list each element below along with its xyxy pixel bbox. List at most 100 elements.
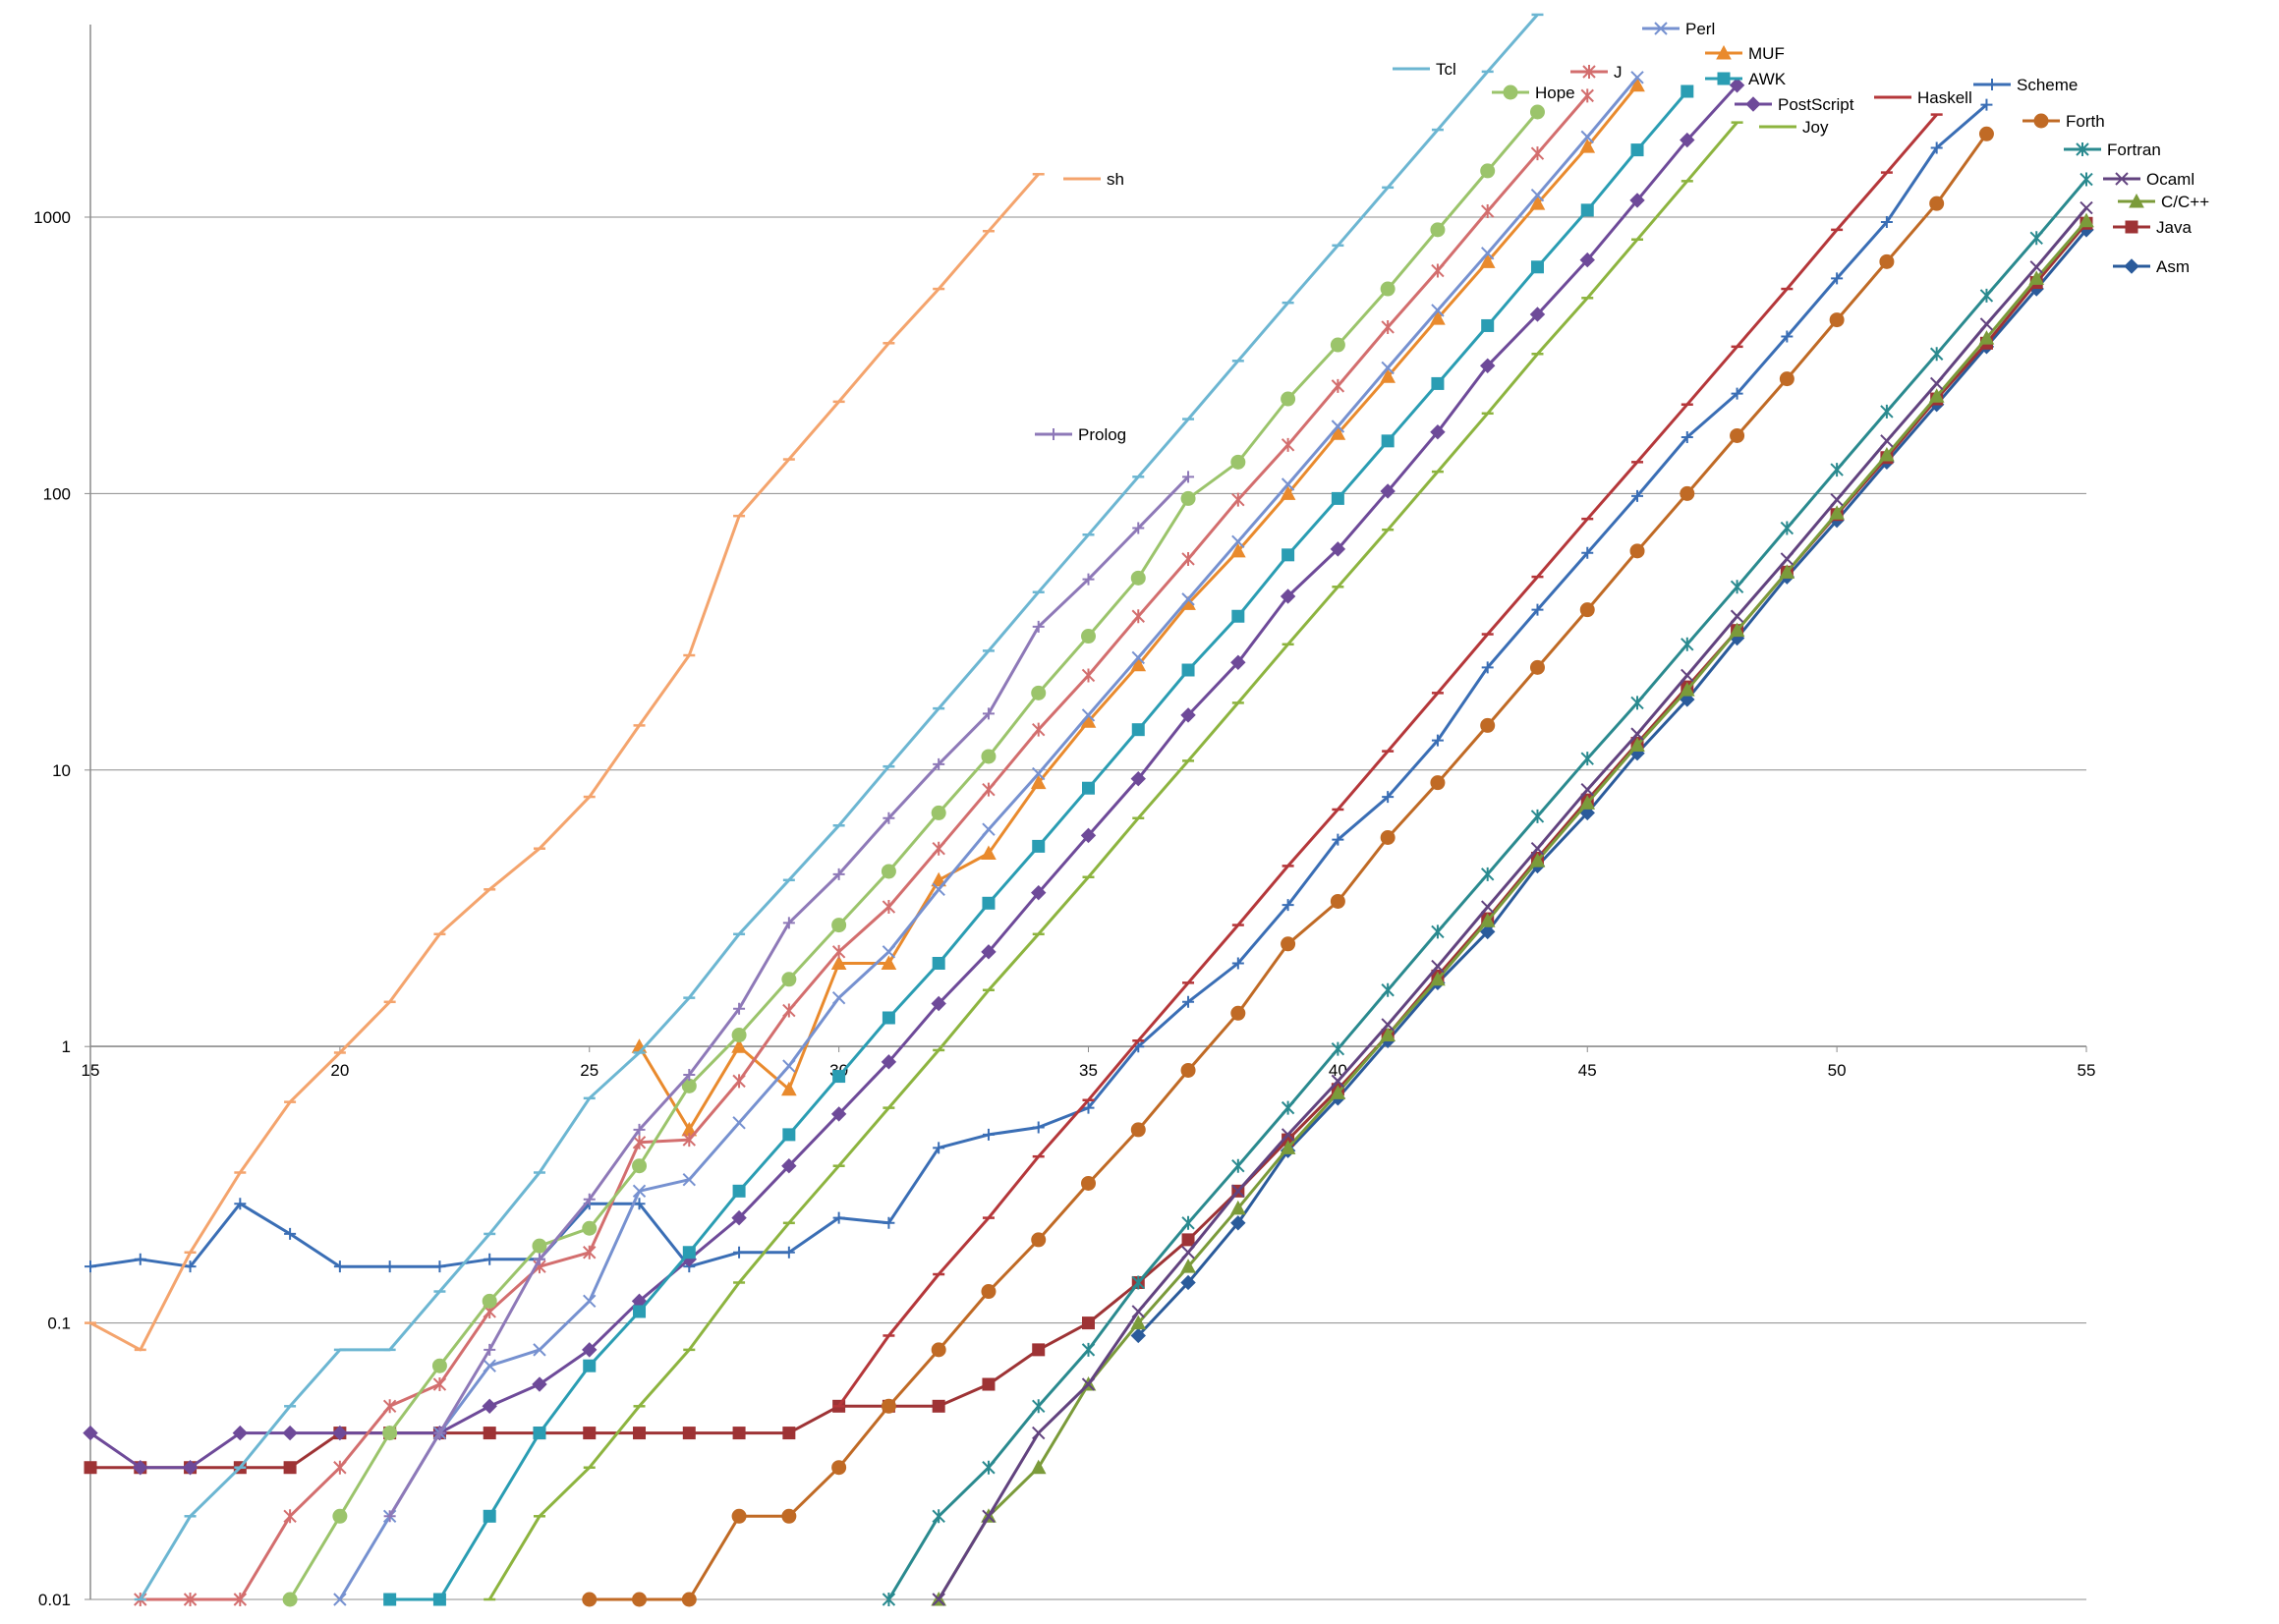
data-point: [931, 1342, 946, 1358]
series-line: [937, 206, 2088, 1600]
data-point: [1582, 65, 1596, 79]
data-point: [1281, 477, 1295, 491]
legend-entry: C/C++: [2118, 193, 2209, 211]
data-point: [183, 1593, 198, 1606]
data-point: [1130, 1327, 1146, 1344]
data-point: [1180, 1259, 1196, 1273]
data-point: [1180, 490, 1196, 506]
data-point: [85, 1260, 96, 1273]
data-point: [1132, 522, 1145, 534]
data-point: [1048, 428, 1059, 440]
data-point: [2033, 113, 2049, 129]
legend-label: Hope: [1535, 84, 1575, 102]
data-point: [1430, 222, 1446, 238]
data-point: [830, 1106, 847, 1122]
data-point: [1681, 84, 1694, 98]
data-point: [832, 1070, 846, 1084]
data-point: [1779, 371, 1795, 387]
data-point: [933, 757, 945, 770]
data-point: [1745, 96, 1761, 112]
legend-label: PostScript: [1778, 95, 1854, 114]
data-point: [1081, 1342, 1096, 1357]
data-point: [1431, 304, 1445, 317]
data-point: [633, 1123, 646, 1136]
series-postscript: [83, 78, 1745, 1476]
data-point: [1330, 425, 1346, 440]
data-point: [1479, 913, 1496, 927]
data-point: [1829, 312, 1845, 328]
series-forth: [582, 126, 1994, 1607]
data-point: [683, 1069, 696, 1082]
data-point: [533, 1253, 545, 1265]
data-point: [932, 841, 945, 856]
data-point: [1230, 654, 1246, 670]
data-point: [1480, 204, 1495, 219]
data-point: [981, 749, 997, 764]
data-point: [583, 1245, 597, 1260]
y-tick-label: 0.01: [38, 1591, 71, 1609]
data-point: [483, 1359, 496, 1372]
data-point: [1181, 1246, 1195, 1260]
data-point: [1231, 1158, 1245, 1173]
legend-entry: Scheme: [1973, 76, 2078, 94]
data-point: [582, 1592, 598, 1607]
data-point: [1681, 430, 1693, 443]
data-point: [1081, 708, 1096, 722]
data-point: [484, 1343, 496, 1356]
data-point: [1381, 1018, 1395, 1032]
data-point: [781, 1508, 797, 1524]
data-point: [1382, 791, 1395, 804]
legend-label: Ocaml: [2146, 170, 2194, 189]
data-point: [1430, 971, 1446, 986]
data-point: [1332, 833, 1344, 846]
series-line: [288, 111, 1539, 1600]
data-point: [2028, 270, 2045, 285]
data-point: [1229, 1200, 1246, 1215]
data-point: [1530, 189, 1545, 202]
data-point: [1230, 1005, 1246, 1021]
data-point: [932, 956, 945, 970]
data-point: [1480, 867, 1495, 881]
data-point: [882, 1011, 895, 1025]
legend-entry: MUF: [1705, 44, 1785, 63]
data-point: [2115, 172, 2129, 186]
data-point: [882, 900, 896, 915]
data-point: [1230, 454, 1246, 470]
data-point: [1030, 1459, 1047, 1475]
data-point: [782, 1427, 796, 1440]
data-point: [1730, 580, 1744, 594]
series-hope: [282, 104, 1545, 1607]
data-point: [532, 1376, 547, 1392]
data-point: [1032, 839, 1046, 853]
y-tick-label: 0.1: [47, 1315, 71, 1333]
series-line: [140, 94, 1589, 1601]
x-tick-label: 55: [2078, 1061, 2096, 1080]
data-point: [633, 1305, 647, 1318]
legend-label: Java: [2156, 218, 2192, 237]
data-point: [1681, 668, 1694, 683]
data-point: [682, 1427, 696, 1440]
data-point: [982, 1509, 996, 1523]
data-point: [1929, 347, 1944, 362]
data-point: [1181, 551, 1195, 566]
data-point: [1729, 622, 1745, 638]
data-point: [1481, 661, 1494, 674]
legend-label: J: [1614, 63, 1623, 82]
data-point: [2080, 200, 2093, 215]
series-muf: [631, 77, 1645, 1137]
data-point: [232, 1425, 249, 1441]
data-point: [1879, 253, 1895, 269]
data-point: [2129, 193, 2144, 208]
data-point: [1830, 463, 1844, 477]
data-point: [1231, 492, 1245, 507]
data-point: [1780, 521, 1795, 535]
data-point: [1579, 252, 1595, 268]
data-point: [1181, 1215, 1195, 1230]
y-tick-label: 100: [43, 484, 71, 503]
data-point: [1181, 592, 1195, 606]
data-point: [1929, 376, 1944, 391]
data-point: [1479, 358, 1496, 373]
data-point: [982, 707, 995, 720]
